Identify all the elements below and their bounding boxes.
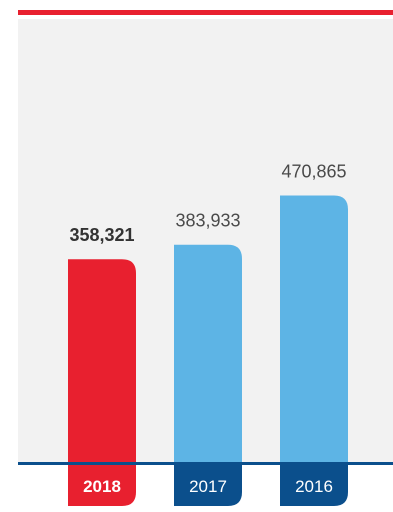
top-accent-rule xyxy=(18,10,393,15)
bar-2016 xyxy=(280,195,348,462)
year-tab-2018 xyxy=(68,462,136,506)
bar-2018 xyxy=(68,259,136,462)
category-label-2016: 2016 xyxy=(295,477,333,496)
bar-2017 xyxy=(174,244,242,462)
category-label-2018: 2018 xyxy=(83,477,121,496)
chart-baseline xyxy=(18,462,393,465)
category-label-2017: 2017 xyxy=(189,477,227,496)
value-label-2016: 470,865 xyxy=(281,161,346,181)
value-label-2018: 358,321 xyxy=(69,225,134,245)
year-tab-2017 xyxy=(174,462,242,506)
year-tab-2016 xyxy=(280,462,348,506)
value-label-2017: 383,933 xyxy=(175,211,240,231)
